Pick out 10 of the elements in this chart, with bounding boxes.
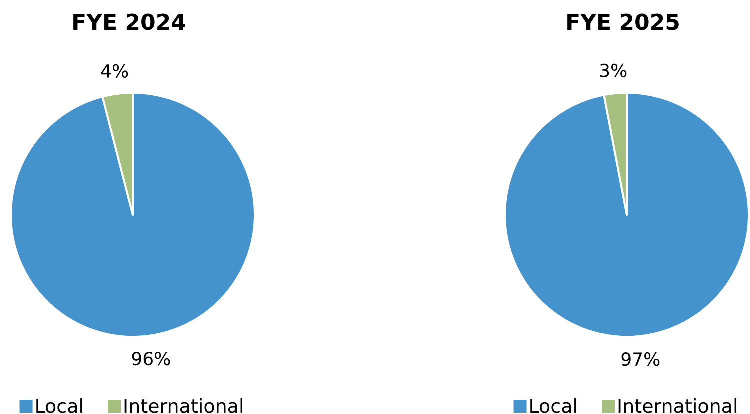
chart-title: FYE 2025 [568, 14, 679, 30]
legend-label: International [618, 398, 736, 414]
chart-title: FYE 2024 [74, 14, 186, 30]
data-label: 4% [101, 64, 128, 78]
data-label: 97% [622, 352, 660, 366]
legend-label: Local [36, 398, 82, 414]
legend-label: International [124, 398, 242, 414]
legend-label: Local [530, 398, 576, 414]
data-label: 96% [132, 352, 170, 366]
data-label: 3% [600, 64, 627, 78]
